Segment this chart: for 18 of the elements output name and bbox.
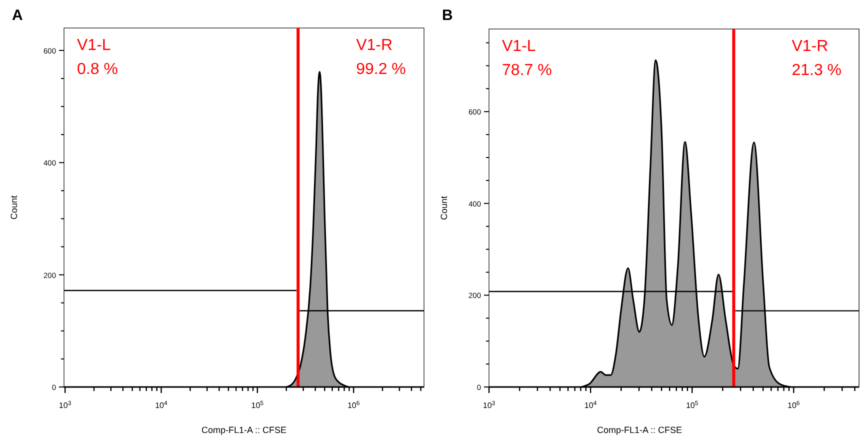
x-tick-label: 10$^{6}$ [347, 400, 360, 410]
x-tick-label: 10$^{4}$ [155, 400, 168, 410]
x-tick-label: 10$^{3}$ [58, 400, 72, 410]
annotation: V1-R 99.2 % [356, 37, 406, 78]
annotation: V1-R 21.3 % [792, 38, 842, 79]
x-tick-label: 10$^{6}$ [788, 400, 800, 410]
x-tick-label: 10$^{4}$ [584, 400, 598, 410]
annotation: V1-L 0.8 % [77, 37, 118, 78]
y-axis-title: Count [9, 195, 19, 220]
x-tick-label: 10$^{5}$ [251, 400, 264, 410]
x-tick-label: 10$^{5}$ [686, 400, 699, 410]
chart-title: B [442, 7, 453, 24]
chart-title: A [12, 7, 23, 24]
x-tick-label: 10$^{3}$ [482, 400, 496, 410]
x-axis-title: Comp-FL1-A :: CFSE [201, 425, 287, 435]
y-axis-title: Count [439, 196, 449, 220]
annotation: V1-L 78.7 % [502, 38, 552, 79]
x-axis-title: Comp-FL1-A :: CFSE [596, 425, 682, 435]
